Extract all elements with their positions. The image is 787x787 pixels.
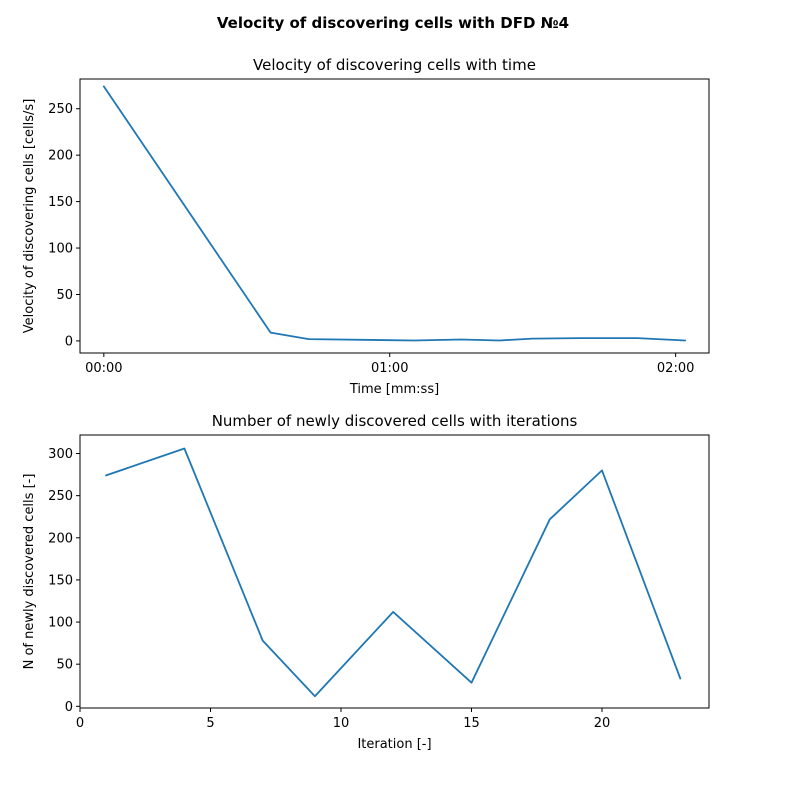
velocity-chart-ytick-label: 150: [48, 195, 73, 210]
figure-suptitle: Velocity of discovering cells with DFD №…: [217, 14, 569, 32]
new-cells-chart-ylabel: N of newly discovered cells [-]: [22, 474, 37, 670]
velocity-chart-ytick-label: 200: [48, 149, 73, 164]
velocity-chart-xtick-label: 01:00: [371, 361, 408, 376]
new-cells-chart-ytick-label: 100: [48, 616, 73, 631]
velocity-chart-ytick-label: 0: [65, 334, 73, 349]
velocity-chart-xlabel: Time [mm:ss]: [349, 382, 439, 397]
new-cells-chart-series-line: [105, 447, 682, 698]
new-cells-chart-ytick-label: 50: [56, 658, 73, 673]
new-cells-chart-title: Number of newly discovered cells with it…: [212, 412, 578, 430]
new-cells-chart-ytick-label: 250: [48, 489, 73, 504]
new-cells-chart-frame: [79, 434, 710, 709]
velocity-chart-ytick-label: 250: [48, 102, 73, 117]
velocity-chart-series-line: [102, 85, 687, 342]
new-cells-chart-xlabel: Iteration [-]: [357, 737, 431, 752]
velocity-chart: Velocity of discovering cells with time …: [22, 56, 710, 397]
new-cells-chart-xtick-label: 10: [333, 716, 350, 731]
new-cells-chart-ytick-label: 0: [65, 700, 73, 715]
velocity-chart-xtick-label: 02:00: [657, 361, 694, 376]
velocity-chart-ylabel: Velocity of discovering cells [cells/s]: [22, 99, 37, 334]
new-cells-chart-ytick-label: 200: [48, 531, 73, 546]
velocity-chart-title: Velocity of discovering cells with time: [253, 56, 536, 74]
new-cells-chart-ytick-label: 300: [48, 447, 73, 462]
new-cells-chart-xtick-label: 0: [76, 716, 84, 731]
velocity-chart-frame: [79, 78, 710, 354]
new-cells-chart-xtick-label: 5: [206, 716, 214, 731]
velocity-chart-xtick-label: 00:00: [85, 361, 122, 376]
new-cells-chart-ytick-label: 150: [48, 573, 73, 588]
new-cells-chart-xtick-label: 15: [463, 716, 480, 731]
new-cells-chart: Number of newly discovered cells with it…: [22, 412, 710, 752]
velocity-chart-ytick-label: 100: [48, 242, 73, 257]
new-cells-chart-xtick-label: 20: [594, 716, 611, 731]
velocity-chart-ytick-label: 50: [56, 288, 73, 303]
